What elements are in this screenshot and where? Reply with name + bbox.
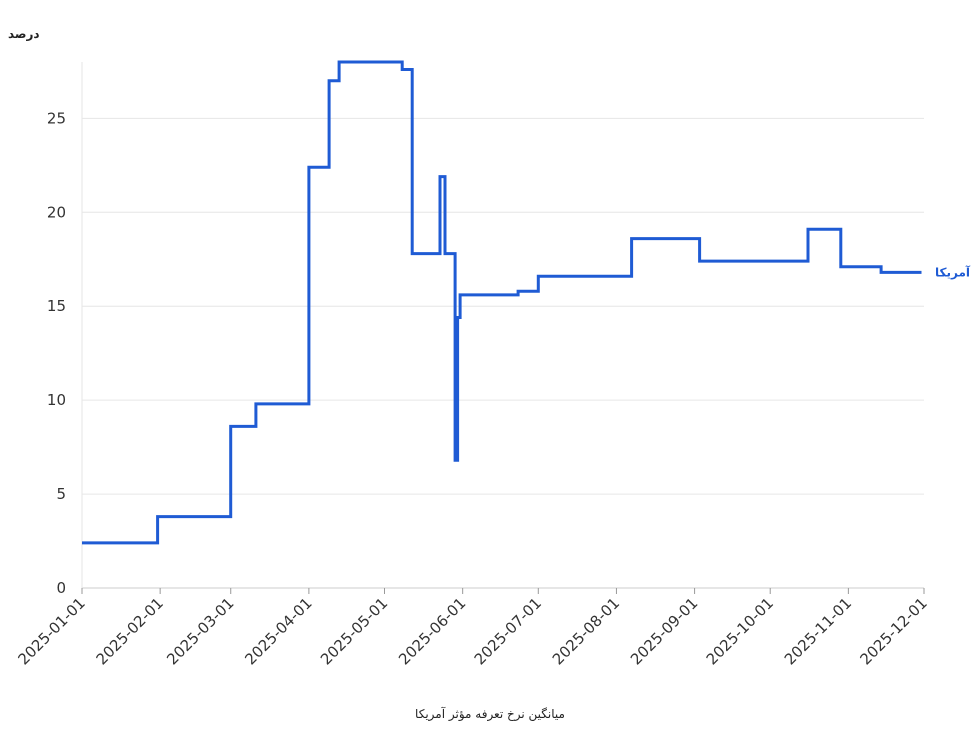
series-end-label: آمریکا	[935, 264, 971, 279]
x-tick-label: 2025-11-01	[781, 594, 855, 668]
y-tick-label: 10	[47, 391, 66, 409]
gridlines	[82, 117, 924, 495]
x-tick-label: 2025-04-01	[241, 594, 315, 668]
x-tick-label: 2025-02-01	[93, 594, 167, 668]
y-tick-label: 15	[47, 297, 66, 315]
x-tick-label: 2025-12-01	[856, 594, 930, 668]
y-tick-label: 20	[47, 203, 66, 221]
x-tick-label: 2025-05-01	[317, 594, 391, 668]
x-tick-label: 2025-01-01	[14, 594, 88, 668]
series-group: آمریکا	[82, 60, 971, 545]
x-tick-label: 2025-08-01	[549, 594, 623, 668]
x-tick-label: 2025-10-01	[703, 594, 777, 668]
y-axis-title: درصد	[8, 27, 40, 41]
x-axis-title: میانگین نرخ تعرفه مؤثر آمریکا	[415, 706, 565, 722]
y-axis-ticks: 0 5 10 15 20 25	[47, 109, 66, 597]
y-tick-label: 0	[56, 579, 66, 597]
x-tick-label: 2025-06-01	[395, 594, 469, 668]
y-tick-label: 5	[56, 485, 66, 503]
x-tick-label: 2025-03-01	[163, 594, 237, 668]
x-tick-label: 2025-09-01	[627, 594, 701, 668]
x-tick-label: 2025-07-01	[471, 594, 545, 668]
series-line	[82, 60, 922, 545]
y-tick-label: 25	[47, 109, 66, 127]
